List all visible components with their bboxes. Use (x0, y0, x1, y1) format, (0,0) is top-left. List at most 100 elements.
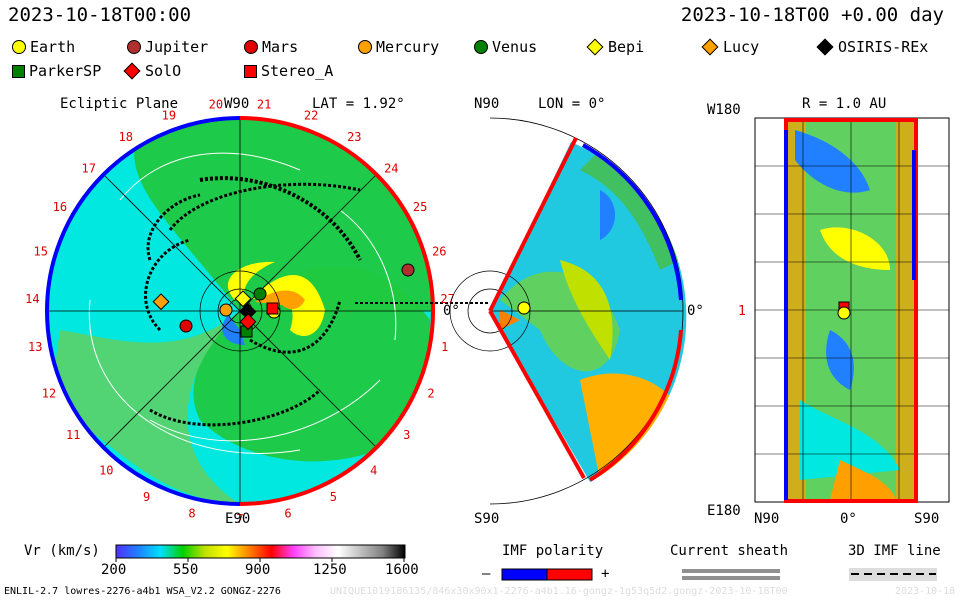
carrington-label: 8 (188, 506, 195, 520)
venus-marker (253, 287, 267, 301)
legend-label: ParkerSP (29, 62, 102, 80)
imf-polarity-plus: + (601, 566, 610, 582)
legend-item: Lucy (701, 38, 760, 56)
colorbar-tick-0: 200 (101, 562, 127, 578)
meridional-boundary-south (488, 310, 586, 479)
jupiter-marker (401, 263, 415, 277)
carrington-label: 15 (33, 244, 47, 258)
colorbar-tick-3: 1250 (313, 562, 347, 578)
square-marker-icon (244, 64, 257, 78)
carrington-label: 12 (42, 386, 56, 400)
carrington-label: 3 (403, 428, 410, 442)
legend-label: Bepi (608, 38, 645, 56)
ecliptic-imf-ring-negative (44, 116, 241, 506)
imf-polarity-positive (546, 568, 593, 581)
legend-label: Jupiter (145, 38, 209, 56)
meridional-earth-marker (517, 301, 531, 315)
sphere-top-left-label: W180 (707, 102, 741, 118)
footer-run-id: UNIQUE1019186135/846x30x90x1-2276-a4b1.1… (330, 586, 788, 597)
circle-marker-icon (127, 40, 141, 54)
legend-item: Venus (474, 38, 537, 56)
bepi-marker (234, 290, 252, 308)
current-sheath-title: Current sheath (670, 543, 789, 559)
carrington-label: 2 (427, 386, 434, 400)
colorbar-label: Vr (km/s) (24, 543, 100, 559)
carrington-label: 10 (99, 463, 113, 477)
ecliptic-top-label: W90 (224, 96, 250, 112)
solo-marker (239, 313, 257, 331)
carrington-label: 18 (118, 130, 132, 144)
sphere-panel (754, 117, 950, 503)
sphere-bottom-s: S90 (914, 511, 940, 527)
colorbar-tick-4: 1600 (385, 562, 419, 578)
sphere-bottom-n: N90 (754, 511, 780, 527)
imf-polarity-minus: – (482, 566, 491, 582)
meridional-arc-negative (582, 143, 683, 301)
carrington-labels: 20 21222324252627123456789101112131415161… (25, 97, 455, 526)
meridional-boundary-north (488, 137, 578, 312)
meridional-panel (449, 117, 687, 505)
mercury-marker (219, 303, 233, 317)
carrington-label: 17 (81, 161, 95, 175)
legend-item: Stereo_A (244, 62, 333, 80)
meridional-right-label: 0° (687, 303, 704, 319)
legend-label: OSIRIS-REx (838, 38, 929, 56)
sphere-earth-marker (837, 306, 851, 320)
circle-marker-icon (244, 40, 258, 54)
legend-label: Venus (492, 38, 538, 56)
carrington-label: 5 (330, 490, 337, 504)
imf-polarity-negative (501, 568, 548, 581)
circle-marker-icon (474, 40, 488, 54)
ecliptic-lat: LAT = 1.92° (312, 96, 405, 112)
footer-date-tail: 2023-10-18 (895, 586, 956, 597)
ecliptic-bottom-label: E90 (225, 511, 251, 527)
time-right: 2023-10-18T00 +0.00 day (680, 4, 944, 26)
ecliptic-bodies (152, 263, 415, 338)
ecliptic-axis-d2 (103, 174, 377, 448)
sphere-title: R = 1.0 AU (802, 96, 887, 112)
sphere-bottom-mid: 0° (840, 511, 857, 527)
imf-polarity-title: IMF polarity (502, 543, 604, 559)
legend-label: SolO (145, 62, 182, 80)
mars-marker (179, 319, 193, 333)
colorbar-tick-2: 900 (245, 562, 271, 578)
meridional-arc-positive (588, 329, 683, 482)
ecliptic-imf-ring-positive (239, 116, 436, 506)
carrington-label: 11 (66, 428, 80, 442)
carrington-label: 16 (53, 200, 67, 214)
meridional-bottom-label: S90 (474, 511, 500, 527)
current-sheath-line-2 (682, 576, 780, 580)
carrington-label: 19 (162, 109, 176, 123)
sphere-left-mid-label: 1 (738, 304, 746, 319)
carrington-label: 21 (257, 97, 271, 111)
ecliptic-right-label: 0° (443, 303, 460, 319)
meridional-field (500, 150, 680, 480)
square-marker-icon (12, 64, 25, 78)
footer-model: ENLIL-2.7 lowres-2276-a4b1 WSA_V2.2 GONG… (4, 586, 281, 597)
carrington-label: 4 (370, 463, 377, 477)
legend-label: Mercury (376, 38, 440, 56)
carrington-label: 24 (384, 161, 398, 175)
colorbar-ticks (115, 558, 405, 562)
imf-line-title: 3D IMF line (848, 543, 941, 559)
legend-item: Mercury (358, 38, 439, 56)
sphere-bottom-left-label: E180 (707, 503, 741, 519)
osiris-rex-marker (239, 303, 257, 321)
colorbar-tick-1: 550 (173, 562, 199, 578)
carrington-label: 26 (432, 244, 446, 258)
legend-label: Stereo_A (261, 62, 334, 80)
carrington-label: 7 (236, 512, 243, 526)
ecliptic-title: Ecliptic Plane (60, 96, 179, 112)
carrington-label: 20 (209, 97, 223, 111)
legend-item: SolO (123, 62, 182, 80)
meridional-top-label: N90 (474, 96, 500, 112)
circle-marker-icon (12, 40, 26, 54)
legend-item: OSIRIS-REx (816, 38, 929, 56)
legend-item: Bepi (586, 38, 645, 56)
legend-label: Lucy (723, 38, 760, 56)
stereo-a-marker (266, 302, 279, 315)
time-left: 2023-10-18T00:00 (8, 4, 192, 26)
legend-item: Earth (12, 38, 75, 56)
meridional-lon: LON = 0° (538, 96, 606, 112)
